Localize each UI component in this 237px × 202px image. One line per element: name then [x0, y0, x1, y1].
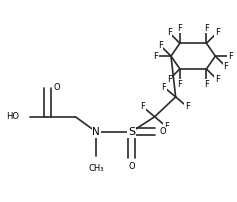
- Text: F: F: [215, 75, 220, 84]
- Text: HO: HO: [6, 112, 19, 121]
- Text: F: F: [158, 41, 163, 50]
- Text: N: N: [92, 127, 100, 137]
- Text: F: F: [178, 80, 182, 89]
- Text: F: F: [228, 52, 233, 61]
- Text: F: F: [162, 83, 166, 92]
- Text: CH₃: CH₃: [89, 164, 104, 173]
- Text: O: O: [128, 162, 135, 171]
- Text: F: F: [223, 62, 228, 71]
- Text: F: F: [153, 52, 158, 61]
- Text: F: F: [141, 102, 146, 112]
- Text: F: F: [164, 122, 169, 131]
- Text: F: F: [204, 80, 209, 89]
- Text: O: O: [160, 127, 166, 136]
- Text: F: F: [215, 28, 220, 37]
- Text: F: F: [185, 102, 190, 111]
- Text: O: O: [53, 83, 60, 92]
- Text: F: F: [167, 75, 172, 84]
- Text: F: F: [167, 28, 172, 37]
- Text: F: F: [204, 24, 209, 33]
- Text: F: F: [178, 24, 182, 33]
- Text: S: S: [128, 127, 135, 137]
